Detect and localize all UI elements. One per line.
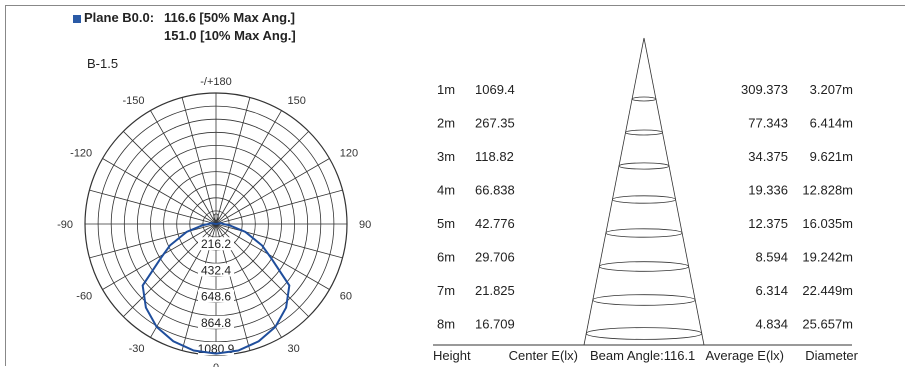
polar-angle-label: -120 [70,148,92,160]
polar-ring-label: 432.4 [201,263,231,277]
plot-id-label: B-1.5 [87,56,119,71]
diameter-cell: 16.035m [802,216,853,231]
polar-spoke [215,97,251,225]
center-lux-cell: 66.838 [475,183,515,198]
polar-spoke [150,110,217,225]
height-cell: 2m [437,116,455,131]
polar-angle-label: 60 [340,291,352,303]
chart-frame [5,5,905,366]
legend-square-icon [73,15,81,23]
polar-angle-label: -60 [76,291,92,303]
diameter-cell: 3.207m [810,82,853,97]
header-diameter: Diameter [805,348,858,363]
average-lux-cell: 309.373 [741,82,788,97]
polar-spoke [215,110,282,225]
polar-ring-label: 864.8 [201,316,231,330]
average-lux-cell: 77.343 [748,116,788,131]
cone-ring [631,96,657,102]
polar-center-label: 0 [213,212,219,224]
cone-ring [612,195,677,204]
polar-spoke [215,223,343,259]
diameter-cell: 22.449m [802,283,853,298]
polar-angle-label: 150 [288,95,306,107]
center-lux-cell: 16.709 [475,317,515,332]
polar-angle-label: -150 [122,95,144,107]
height-cell: 1m [437,82,455,97]
polar-spoke [123,131,217,225]
header-center: Center E(lx) [509,348,578,363]
intensity-curve [141,222,291,355]
cone-ring [585,327,703,340]
ring-label-bg [198,289,234,303]
polar-spoke [215,223,330,290]
center-lux-cell: 21.825 [475,283,515,298]
diameter-cell: 6.414m [810,116,853,131]
center-lux-cell: 42.776 [475,216,515,231]
polar-angle-label: -/+180 [200,76,232,88]
polar-ring-label: 216.2 [201,237,231,251]
legend-value-50: 116.6 [50% Max Ang.] [164,10,296,25]
average-lux-cell: 6.314 [755,283,788,298]
center-lux-cell: 1069.4 [475,82,515,97]
ring-label-bg [198,237,234,251]
average-lux-cell: 4.834 [755,317,788,332]
average-lux-cell: 8.594 [755,250,788,265]
center-lux-cell: 29.706 [475,250,515,265]
cone-ring [598,261,690,272]
header-height: Height [433,348,471,363]
polar-spoke [215,158,330,225]
cone-ring [625,129,663,136]
center-lux-cell: 267.35 [475,116,515,131]
diameter-cell: 25.657m [802,317,853,332]
polar-spoke [102,158,217,225]
cone-edge-right [643,37,705,346]
average-lux-cell: 12.375 [748,216,788,231]
polar-angle-label: 90 [359,219,371,231]
polar-spoke [215,131,309,225]
polar-ring-label: 648.6 [201,290,231,304]
polar-angle-label: 30 [288,343,300,355]
polar-spoke [102,223,217,290]
average-lux-cell: 34.375 [748,149,788,164]
diameter-cell: 12.828m [802,183,853,198]
height-cell: 5m [437,216,455,231]
diameter-cell: 19.242m [802,250,853,265]
cone-ring [592,294,696,306]
polar-diagram: -/+180 150 120 90 60 30 0 -150 -120 -90 -60 -30 0 216… [57,76,371,367]
height-cell: 6m [437,250,455,265]
polar-angle-label: 120 [340,148,358,160]
height-cell: 3m [437,149,455,164]
polar-spoke [89,189,217,225]
ring-label-bg [198,315,234,329]
legend-plane-label: Plane B0.0: [84,10,155,25]
header-average: Average E(lx) [705,348,784,363]
average-lux-cell: 19.336 [748,183,788,198]
diameter-cell: 9.621m [810,149,853,164]
center-lux-cell: 118.82 [475,149,514,164]
polar-spoke [215,189,343,225]
header-beam: Beam Angle:116.1 [590,348,695,363]
cone-ring [605,228,683,238]
legend-value-10: 151.0 [10% Max Ang.] [164,28,296,43]
ring-label-bg [198,263,234,277]
height-cell: 8m [437,317,455,332]
polar-spoke [181,97,217,225]
height-cell: 7m [437,283,455,298]
polar-angle-label: -90 [57,219,73,231]
polar-angle-label: 0 [213,362,219,367]
cone-ring [618,162,670,170]
height-cell: 4m [437,183,455,198]
polar-spoke [89,223,217,259]
cone-edge-left [583,37,645,346]
beam-table: 1m 1069.4 309.373 3.207m 2m 267.35 77.343 6.414… [433,37,859,363]
polar-angle-label: -30 [129,343,145,355]
